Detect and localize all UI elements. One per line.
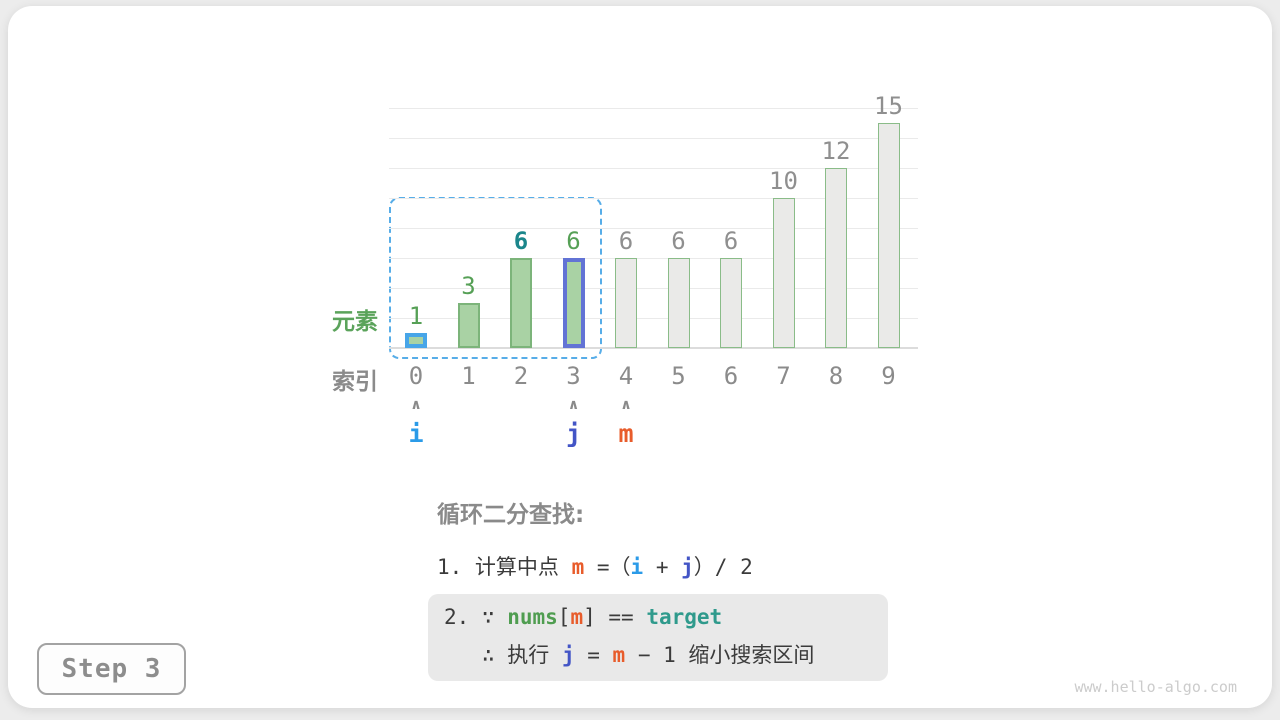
- bar-column: 1: [390, 70, 442, 348]
- gridline: [389, 228, 918, 229]
- index-label: 3: [566, 362, 581, 390]
- index-label: 8: [828, 362, 844, 390]
- annotation-step1: 1. 计算中点 m =（i + j）/ 2: [437, 551, 753, 581]
- bar: [562, 258, 585, 348]
- pointer-label-j: j: [565, 419, 582, 448]
- bar: [877, 123, 900, 348]
- bar-value-label: 6: [671, 227, 686, 255]
- watermark: www.hello-algo.com: [1074, 678, 1237, 696]
- gridline: [389, 108, 918, 109]
- bar: [667, 258, 690, 348]
- line1-prefix: 2. ∵: [444, 605, 508, 629]
- gridline: [389, 318, 918, 319]
- token-m: m: [571, 555, 585, 579]
- pointer-label-i: i: [408, 419, 424, 448]
- token-i: i: [630, 555, 644, 579]
- bar-value-label: 12: [821, 137, 851, 165]
- bar-column: 6: [548, 70, 600, 348]
- pointer-caret: ∧: [620, 397, 632, 413]
- bar-column: 6: [705, 70, 757, 348]
- bar-value-label: 6: [513, 227, 529, 255]
- bar-column: 6: [495, 70, 547, 348]
- gridline: [389, 168, 918, 169]
- line1-bracket-close: ] ==: [583, 605, 647, 629]
- bar-value-label: 15: [874, 92, 903, 120]
- bar: [457, 303, 480, 348]
- bar-value-label: 6: [618, 227, 634, 255]
- bar: [772, 198, 795, 348]
- index-label: 6: [723, 362, 739, 390]
- row-label-index: 索引: [332, 369, 378, 395]
- line2-prefix: ∴ 执行: [482, 643, 562, 667]
- bar-value-label: 6: [723, 227, 739, 255]
- gridline: [389, 258, 918, 259]
- line1-bracket-open: [: [557, 605, 571, 629]
- bar-column: 6: [653, 70, 705, 348]
- line2-suffix: − 1 缩小搜索区间: [625, 643, 815, 667]
- bar-value-label: 6: [566, 227, 581, 255]
- index-label: 0: [408, 362, 424, 390]
- bar-column: 6: [600, 70, 652, 348]
- pointer-caret: ∧: [567, 397, 580, 413]
- bar: [720, 258, 742, 348]
- gridline: [389, 198, 918, 199]
- bar: [825, 168, 847, 348]
- index-label: 4: [618, 362, 634, 390]
- token-j: j: [681, 555, 694, 579]
- bar-column: 3: [443, 70, 495, 348]
- gridline: [389, 138, 918, 139]
- row-label-elements: 元素: [332, 309, 378, 335]
- bar-value-label: 10: [769, 167, 798, 195]
- index-label: 1: [461, 362, 476, 390]
- bar-value-label: 1: [408, 302, 424, 330]
- token-m: m: [612, 643, 626, 667]
- pointer-label-m: m: [618, 419, 634, 448]
- annotation-step2-box: 2. ∵ nums[m] == target ∴ 执行 j = m − 1 缩小…: [428, 594, 888, 681]
- token-j: j: [561, 643, 575, 667]
- gridline: [389, 288, 918, 289]
- line2-eq: =: [574, 643, 613, 667]
- step1-eq-open: =（: [584, 555, 631, 579]
- index-label: 7: [776, 362, 791, 390]
- token-target: target: [646, 605, 723, 629]
- figure-card: [8, 6, 1272, 708]
- bar-column: 10: [758, 70, 810, 348]
- step1-close: ）/ 2: [693, 555, 753, 579]
- step2-line1: 2. ∵ nums[m] == target: [444, 605, 722, 629]
- index-label: 5: [671, 362, 686, 390]
- step-badge: Step 3: [37, 643, 186, 695]
- token-m: m: [570, 605, 584, 629]
- bar-column: 15: [863, 70, 915, 348]
- annotation-heading: 循环二分查找:: [437, 502, 585, 528]
- step1-prefix: 1. 计算中点: [437, 555, 572, 579]
- index-label: 9: [881, 362, 896, 390]
- bar: [510, 258, 532, 348]
- bar: [615, 258, 637, 348]
- token-nums: nums: [507, 605, 558, 629]
- pointer-caret: ∧: [410, 397, 422, 413]
- step1-plus: +: [643, 555, 682, 579]
- index-label: 2: [513, 362, 529, 390]
- bar: [405, 333, 427, 348]
- x-axis-baseline: [389, 347, 918, 349]
- bar-column: 12: [810, 70, 862, 348]
- step2-line2: ∴ 执行 j = m − 1 缩小搜索区间: [482, 639, 814, 669]
- bar-value-label: 3: [461, 272, 476, 300]
